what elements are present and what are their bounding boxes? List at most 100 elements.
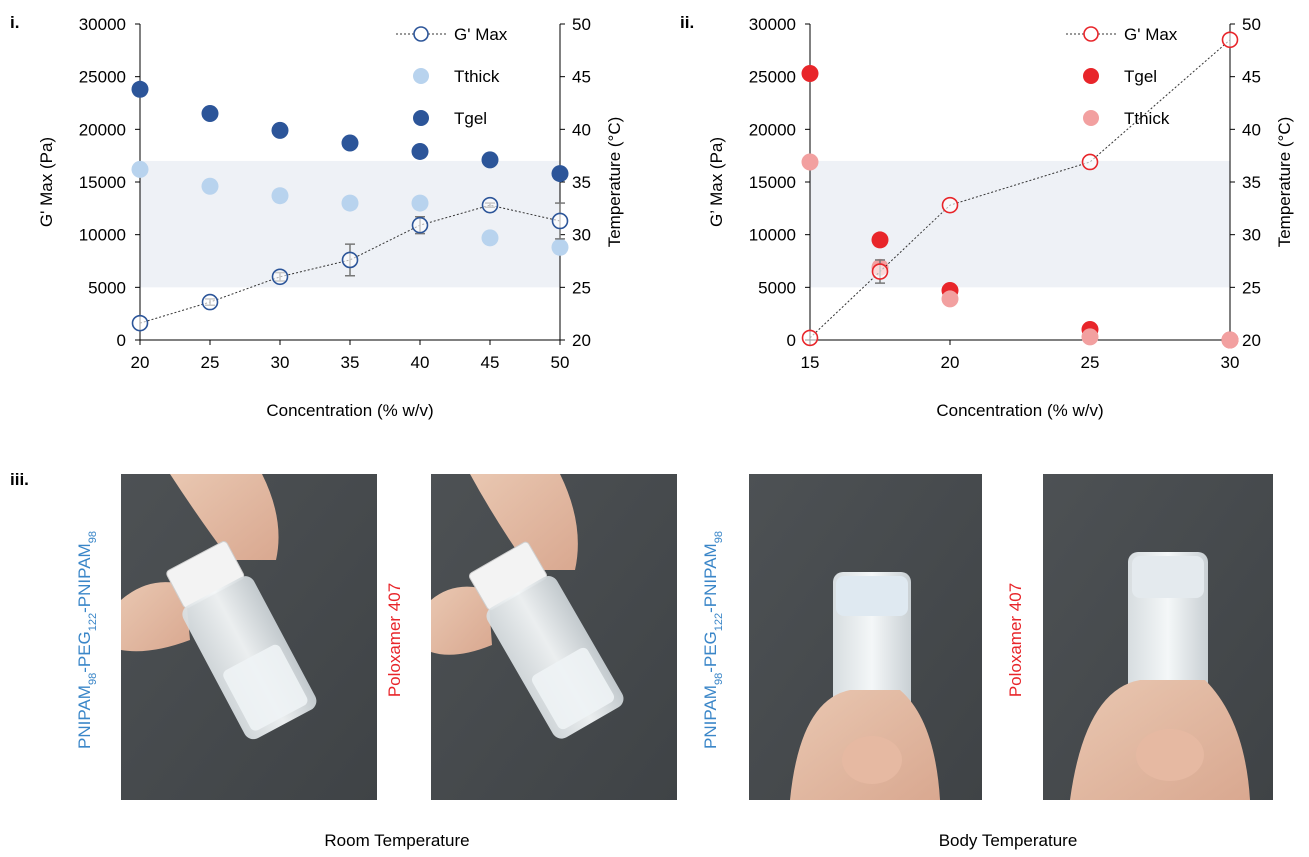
point-gmax-i (271, 268, 289, 286)
point-gmax-i (551, 212, 569, 230)
point-tgel-i (551, 165, 569, 183)
panel-label-ii: ii. (680, 13, 694, 32)
point-tthick-i (411, 194, 429, 212)
y-axis-title-ii: G’ Max (Pa) (707, 137, 726, 227)
point-gmax-i (341, 251, 359, 269)
point-tthick-i (551, 238, 569, 256)
y2-tick-label-i: 40 (572, 120, 591, 139)
point-tgel-i (411, 142, 429, 160)
y2-tick-label-ii: 30 (1242, 226, 1261, 245)
point-gmax-i (201, 293, 219, 311)
y2-tick-label-ii: 20 (1242, 331, 1261, 350)
legend-i: G' Max Tthick Tgel (396, 25, 508, 128)
x-axis-title-ii: Concentration (% w/v) (936, 401, 1103, 420)
caption-body-temperature: Body Temperature (939, 831, 1078, 850)
legend-ii: G' Max Tgel Tthick (1066, 25, 1178, 128)
y-tick-label-ii: 5000 (758, 278, 796, 297)
y2-tick-label-i: 45 (572, 68, 591, 87)
point-tthick-ii (941, 290, 959, 308)
point-gmax-ii (801, 329, 819, 347)
y2-tick-label-i: 25 (572, 278, 591, 297)
point-tgel-i (201, 105, 219, 123)
axes-i: 20 25 30 35 40 45 50 0 5000 10000 15000 20000 25000 3… (79, 15, 591, 372)
y2-tick-label-i: 50 (572, 15, 591, 34)
point-gmax-i (131, 314, 149, 332)
y2-tick-label-ii: 35 (1242, 173, 1261, 192)
y-tick-label-i: 0 (117, 331, 126, 350)
y2-tick-label-i: 35 (572, 173, 591, 192)
y-tick-label-ii: 15000 (749, 173, 796, 192)
point-gmax-i (411, 216, 429, 234)
y-tick-label-ii: 20000 (749, 120, 796, 139)
point-gmax-ii (941, 196, 959, 214)
y-tick-label-ii: 0 (787, 331, 796, 350)
point-tthick-ii (1081, 328, 1099, 346)
x-tick-label-i: 40 (411, 353, 430, 372)
legend-marker-tthick-ii (1083, 110, 1099, 126)
y-tick-label-ii: 30000 (749, 15, 796, 34)
legend-marker-gmax-ii (1083, 26, 1099, 42)
point-tthick-ii (801, 153, 819, 171)
photo-pnipam-room (121, 474, 377, 800)
chart-panel-ii: ii. 15 20 25 30 0 5000 10000 15000 20000 25000 300… (680, 13, 1294, 420)
legend-label-tthick-ii: Tthick (1124, 109, 1170, 128)
caption-room-temperature: Room Temperature (324, 831, 469, 850)
legend-marker-gmax-i (413, 26, 429, 42)
point-tgel-i (481, 151, 499, 169)
legend-label-tgel-i: Tgel (454, 109, 487, 128)
point-gmax-i (481, 196, 499, 214)
point-tgel-i (271, 121, 289, 139)
photo-label-poloxamer-1: Poloxamer 407 (385, 583, 404, 697)
photo-poloxamer-body (1043, 474, 1273, 800)
point-gmax-ii (871, 263, 889, 280)
y2-tick-label-ii: 25 (1242, 278, 1261, 297)
legend-marker-tgel-ii (1083, 68, 1099, 84)
y2-tick-label-ii: 40 (1242, 120, 1261, 139)
point-gmax-ii (1221, 31, 1239, 49)
y-axis-title-i: G' Max (Pa) (37, 137, 56, 227)
y-tick-label-ii: 10000 (749, 226, 796, 245)
legend-marker-tgel-i (413, 110, 429, 126)
photo-panel-iii: iii. (10, 470, 1273, 850)
legend-label-gmax-ii: G' Max (1124, 25, 1178, 44)
y2-tick-label-i: 20 (572, 331, 591, 350)
photo-poloxamer-room (431, 474, 677, 800)
y2-tick-label-ii: 50 (1242, 15, 1261, 34)
axes-ii: 15 20 25 30 0 5000 10000 15000 20000 25000 30000 20… (749, 15, 1261, 372)
point-tthick-i (341, 194, 359, 212)
marks-ii (801, 31, 1239, 349)
y-tick-label-i: 10000 (79, 226, 126, 245)
point-gmax-ii (1081, 153, 1099, 171)
x-tick-label-ii: 25 (1081, 353, 1100, 372)
marks-i (131, 80, 569, 332)
point-tthick-i (201, 177, 219, 195)
y2-axis-title-ii: Temperature (°C) (1275, 117, 1294, 248)
photo-pnipam-body (749, 474, 982, 800)
x-axis-title-i: Concentration (% w/v) (266, 401, 433, 420)
legend-label-gmax-i: G' Max (454, 25, 508, 44)
x-tick-label-ii: 30 (1221, 353, 1240, 372)
y-tick-label-i: 25000 (79, 68, 126, 87)
photo-label-poloxamer-2: Poloxamer 407 (1006, 583, 1025, 697)
legend-marker-tthick-i (413, 68, 429, 84)
panel-label-iii: iii. (10, 470, 29, 489)
x-tick-label-ii: 20 (941, 353, 960, 372)
point-tthick-i (271, 187, 289, 205)
panel-label-i: i. (10, 13, 19, 32)
x-tick-label-i: 35 (341, 353, 360, 372)
y2-tick-label-i: 30 (572, 226, 591, 245)
chart-panel-i: i. 20 25 30 35 40 45 50 0 5000 10000 15000 20000 250… (10, 13, 624, 420)
y-tick-label-i: 20000 (79, 120, 126, 139)
x-tick-label-i: 20 (131, 353, 150, 372)
x-tick-label-ii: 15 (801, 353, 820, 372)
x-tick-label-i: 30 (271, 353, 290, 372)
y-tick-label-i: 30000 (79, 15, 126, 34)
point-tthick-i (131, 160, 149, 178)
x-tick-label-i: 50 (551, 353, 570, 372)
y2-axis-title-i: Temperature (°C) (605, 117, 624, 248)
point-tthick-i (481, 229, 499, 247)
y-tick-label-i: 5000 (88, 278, 126, 297)
point-tgel-i (341, 134, 359, 152)
legend-label-tthick-i: Tthick (454, 67, 500, 86)
